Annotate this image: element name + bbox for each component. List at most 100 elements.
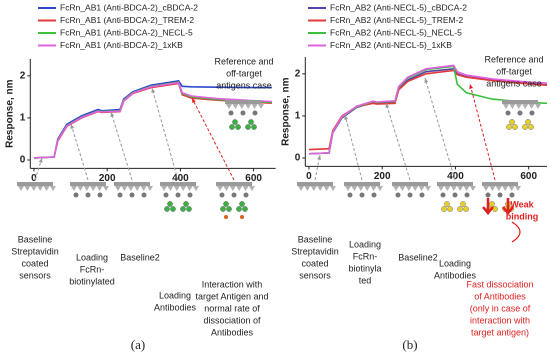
annotation-text: FcRn-: [353, 251, 378, 261]
annotation-text: Fast dissociation: [466, 279, 533, 289]
annotation-text: Interaction with: [202, 279, 263, 289]
sensor-tooth: [83, 186, 90, 191]
annotation-text: antigens case: [486, 78, 542, 88]
sensor-tooth: [245, 104, 252, 109]
sensor-tooth: [96, 186, 103, 191]
arrow-head: [70, 124, 75, 129]
sensor-tooth: [509, 104, 516, 109]
fcrn-dot: [485, 192, 491, 198]
antibody-dot: [245, 124, 251, 130]
antibody-dot: [525, 119, 531, 125]
fcrn-dot: [129, 192, 135, 198]
annotation-text: (only in case of: [470, 303, 531, 313]
sensor-tooth: [364, 186, 371, 191]
sensor-tooth: [242, 186, 249, 191]
annotation-text: ted: [359, 275, 372, 285]
antibody-dot: [441, 206, 447, 212]
y-tick-label: 1: [295, 111, 301, 122]
antibody-dot: [509, 119, 515, 125]
sensor-tooth: [370, 186, 377, 191]
y-tick-label: 0: [20, 155, 26, 166]
sensor-tooth: [103, 186, 109, 191]
sensor-tooth: [444, 186, 451, 191]
arrow-head: [151, 88, 156, 93]
annotation-text: Antibodies: [211, 327, 254, 337]
annotation-text: Loading: [349, 239, 381, 249]
annotation-text: Antibodies: [434, 270, 477, 280]
sensor-tooth: [503, 104, 509, 109]
sensor-tooth: [186, 186, 193, 191]
annotation-text: biotinyla: [348, 263, 381, 273]
fcrn-dot: [231, 192, 237, 198]
sensor-tooth: [515, 186, 521, 191]
annotation-text: off-target: [226, 68, 262, 78]
y-axis-label: Response, nm: [5, 79, 16, 147]
antibody-dot: [170, 206, 176, 212]
x-tick-label: 400: [447, 171, 464, 182]
annotation-text: Baseline2: [398, 252, 438, 262]
annotation-text: Loading: [439, 258, 471, 268]
sensor-bar: [17, 182, 53, 186]
sensor-bar: [225, 100, 261, 104]
antibody-dot: [164, 206, 170, 212]
annotation-text: off-target: [496, 66, 532, 76]
weak-arrow: [482, 198, 494, 215]
annotation-text: Reference and: [484, 54, 543, 64]
annotation-text: Baseline: [18, 234, 53, 244]
antibody-dot: [251, 124, 257, 130]
legend-label: FcRn_AB1 (Anti-BDCA-2)_cBDCA-2: [60, 2, 198, 12]
legend-label: FcRn_AB2 (Anti-NECL-5)_cBDCA-2: [330, 2, 467, 12]
series-line: [308, 64, 548, 155]
fcrn-dot: [228, 110, 234, 116]
sensor-tooth: [229, 186, 236, 191]
antibody-dot: [522, 124, 528, 130]
sensor-tooth: [249, 186, 255, 191]
fcrn-dot: [529, 110, 535, 116]
sensor-bar: [297, 182, 333, 186]
sensor-tooth: [310, 186, 317, 191]
sensor-tooth: [37, 186, 44, 191]
antibody-dot: [447, 206, 453, 212]
antibody-dot: [167, 201, 173, 207]
antibody-dot: [223, 201, 229, 207]
fcrn-dot: [371, 192, 377, 198]
sensor-tooth: [330, 186, 336, 191]
fcrn-dot: [117, 192, 123, 198]
sensor-tooth: [425, 186, 431, 191]
fcrn-dot: [252, 110, 258, 116]
sensor-tooth: [418, 186, 425, 191]
sensor-tooth: [217, 186, 223, 191]
arrow-head: [110, 112, 115, 117]
annotation-text: antigens case: [216, 80, 272, 90]
sensor-tooth: [71, 186, 77, 191]
sensor-tooth: [173, 186, 180, 191]
sensor-tooth: [515, 104, 522, 109]
sensor-tooth: [140, 186, 147, 191]
sensor-bar: [344, 182, 380, 186]
guide-arrow: [34, 157, 43, 181]
sensor-bar: [392, 182, 428, 186]
annotation-text: sensors: [19, 270, 51, 280]
sensor-bar: [216, 182, 252, 186]
sensor-bar: [160, 182, 196, 186]
sensor-tooth: [323, 186, 330, 191]
annotation-text: Baseline2: [120, 252, 160, 262]
fcrn-dot: [187, 192, 193, 198]
sensor-tooth: [502, 186, 509, 191]
annotation-text: FcRn-: [80, 264, 105, 274]
sensor-tooth: [115, 186, 121, 191]
legend-label: FcRn_AB1 (Anti-BDCA-2)_TREM-2: [60, 15, 194, 25]
x-tick-label: 0: [306, 171, 312, 182]
sensor-tooth: [161, 186, 167, 191]
guide-arrow: [424, 77, 456, 181]
annotation-text: Weak: [510, 199, 534, 209]
annotation-text: Baseline: [298, 234, 333, 244]
sensor-tooth: [457, 186, 464, 191]
fcrn-dot: [359, 192, 365, 198]
annotation-text: Loading: [159, 290, 191, 300]
guide-arrow: [385, 102, 411, 181]
sensor-tooth: [232, 104, 239, 109]
sensor-tooth: [77, 186, 84, 191]
arrow-head: [424, 78, 429, 83]
